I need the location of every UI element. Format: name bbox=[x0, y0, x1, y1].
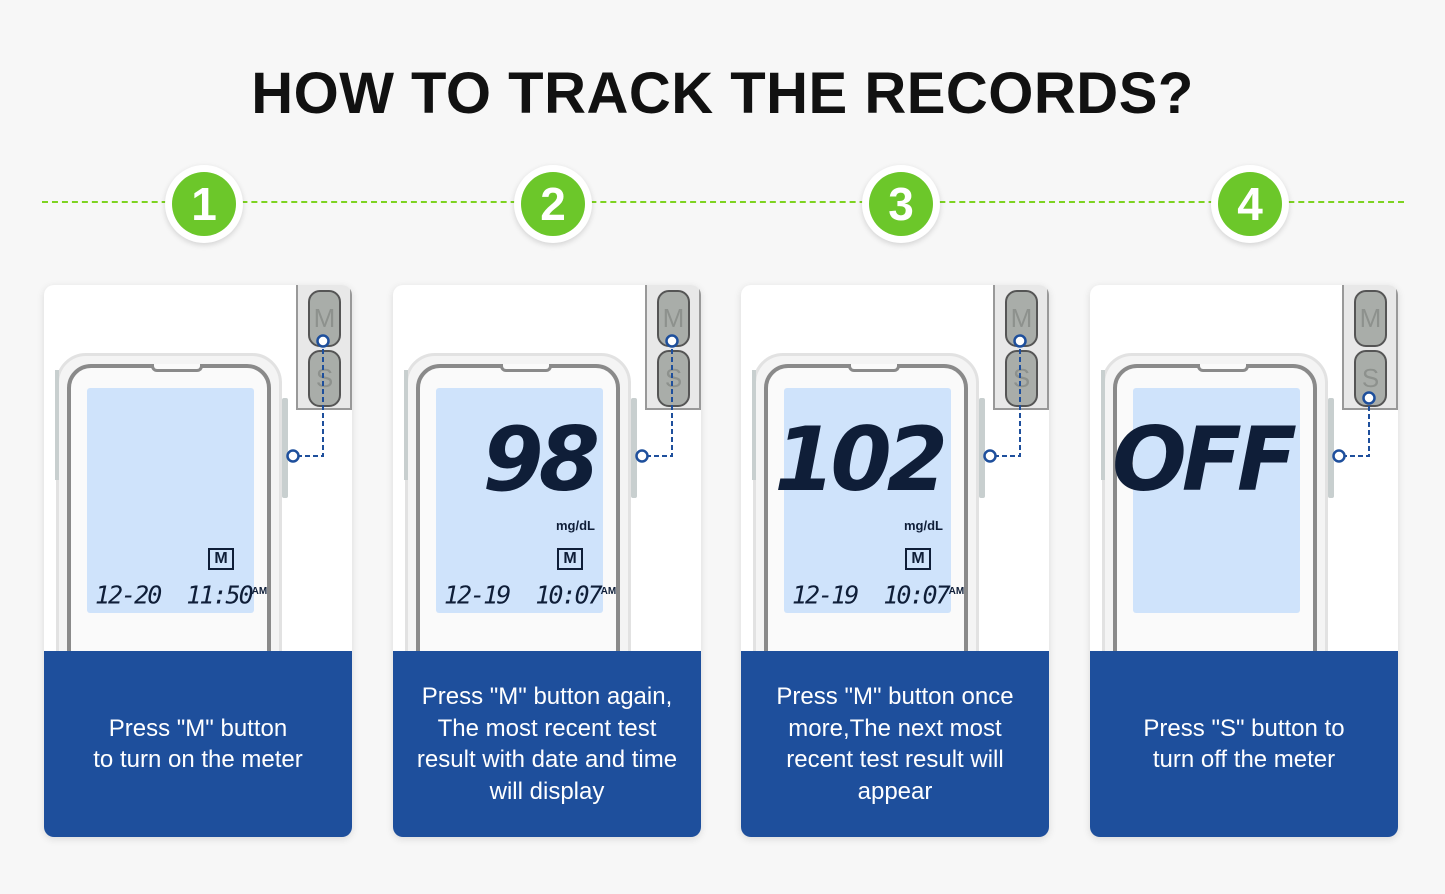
press-point-icon bbox=[1013, 334, 1027, 348]
meter-button-point-icon bbox=[286, 449, 300, 463]
s-button[interactable]: S bbox=[1005, 350, 1038, 407]
date-time: 12-19 10:07AM bbox=[792, 580, 965, 610]
step-caption: Press "M" button once more,The next most… bbox=[741, 651, 1049, 837]
connector-line bbox=[286, 334, 330, 463]
step-badge-4: 4 bbox=[1211, 165, 1289, 243]
date-time: 12-20 11:50AM bbox=[95, 580, 268, 610]
memory-icon: M bbox=[208, 548, 234, 570]
timeline-dashed-line bbox=[42, 201, 1404, 203]
step-card-4: OFF M S Press "S" button to turn off the… bbox=[1090, 285, 1398, 837]
s-button[interactable]: S bbox=[308, 350, 341, 407]
connector-line bbox=[635, 334, 679, 463]
s-button[interactable]: S bbox=[1354, 350, 1387, 407]
step-caption: Press "S" button to turn off the meter bbox=[1090, 651, 1398, 837]
memory-icon: M bbox=[905, 548, 931, 570]
step-card-3: 102 mg/dL M 12-19 10:07AM M S Press "M" … bbox=[741, 285, 1049, 837]
meter-side-grip bbox=[1101, 370, 1105, 480]
press-point-icon bbox=[316, 334, 330, 348]
reading-unit: mg/dL bbox=[556, 518, 595, 533]
press-point-icon bbox=[665, 334, 679, 348]
meter-button-point-icon bbox=[983, 449, 997, 463]
step-badge-2: 2 bbox=[514, 165, 592, 243]
step-badge-3: 3 bbox=[862, 165, 940, 243]
press-point-icon bbox=[1362, 391, 1376, 405]
meter-side-buttons bbox=[1328, 398, 1334, 498]
step-caption: Press "M" button to turn on the meter bbox=[44, 651, 352, 837]
meter-side-grip bbox=[55, 370, 59, 480]
reading-value: OFF bbox=[1111, 408, 1297, 511]
meter-screen: OFF bbox=[1112, 388, 1300, 613]
meter-button-point-icon bbox=[1332, 449, 1346, 463]
memory-icon: M bbox=[557, 548, 583, 570]
connector-line bbox=[983, 334, 1027, 463]
date-time: 12-19 10:07AM bbox=[444, 580, 617, 610]
meter-screen: 98 mg/dL M 12-19 10:07AM bbox=[436, 388, 616, 613]
meter-screen: M 12-20 11:50AM bbox=[87, 388, 267, 613]
s-button[interactable]: S bbox=[657, 350, 690, 407]
reading-unit: mg/dL bbox=[904, 518, 943, 533]
m-button[interactable]: M bbox=[1354, 290, 1387, 347]
button-closeup: M S bbox=[1342, 285, 1398, 410]
reading-value: 98 bbox=[482, 408, 600, 511]
step-badge-1: 1 bbox=[165, 165, 243, 243]
meter-side-grip bbox=[752, 370, 756, 480]
meter-side-grip bbox=[404, 370, 408, 480]
meter-side-buttons bbox=[631, 398, 637, 498]
step-card-2: 98 mg/dL M 12-19 10:07AM M S Press "M" b… bbox=[393, 285, 701, 837]
reading-value: 102 bbox=[774, 408, 948, 511]
step-card-1: M 12-20 11:50AM M S Press "M" button to … bbox=[44, 285, 352, 837]
meter-screen: 102 mg/dL M 12-19 10:07AM bbox=[774, 388, 964, 613]
meter-side-buttons bbox=[282, 398, 288, 498]
step-caption: Press "M" button again, The most recent … bbox=[393, 651, 701, 837]
meter-button-point-icon bbox=[635, 449, 649, 463]
meter-side-buttons bbox=[979, 398, 985, 498]
page-title: HOW TO TRACK THE RECORDS? bbox=[251, 61, 1194, 126]
connector-line bbox=[1332, 391, 1376, 463]
